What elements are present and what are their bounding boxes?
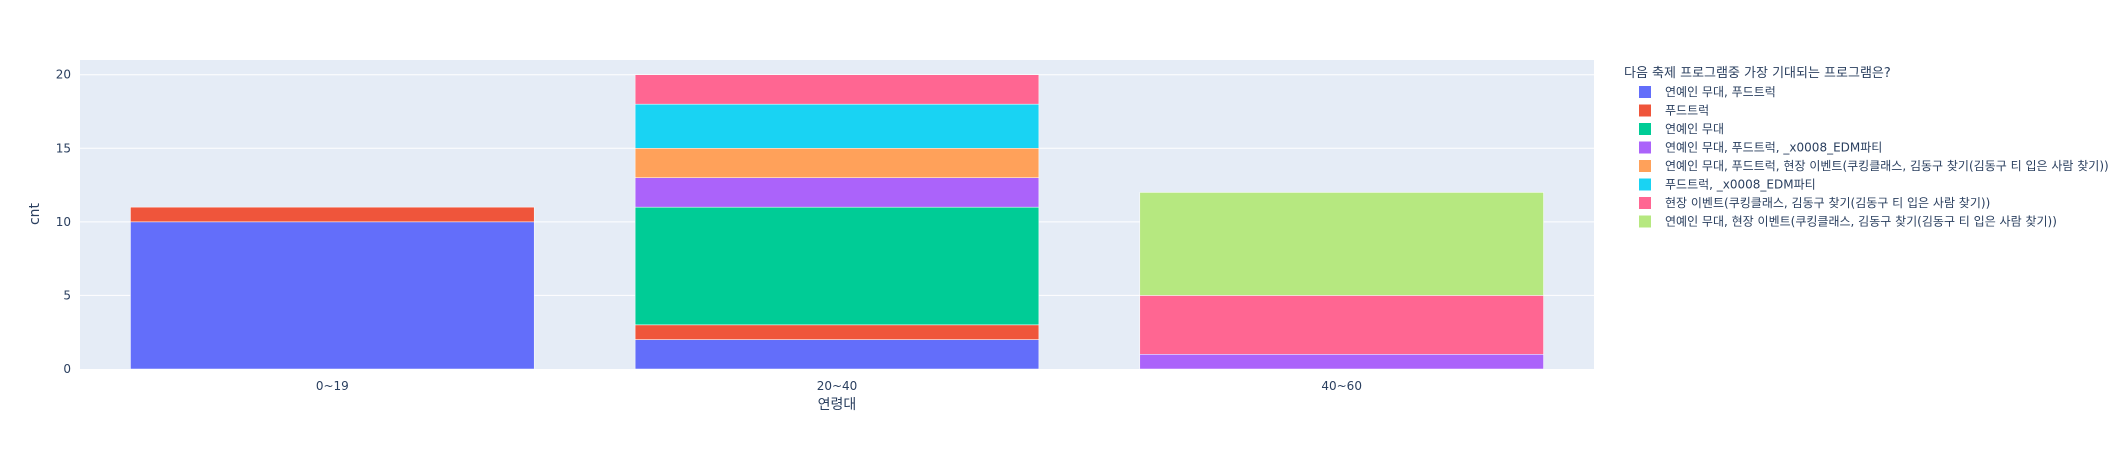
y-axis-title: cnt: [27, 202, 43, 225]
legend-item-label: 푸드트럭: [1665, 104, 1709, 118]
legend-swatch: [1639, 216, 1651, 228]
legend-swatch: [1639, 197, 1651, 209]
bar-segment: [635, 148, 1039, 177]
legend-swatch: [1639, 179, 1651, 191]
bar-segment: [130, 222, 534, 369]
legend-title: 다음 축제 프로그램중 가장 기대되는 프로그램은?: [1624, 66, 1891, 81]
legend-item-label: 연예인 무대, 푸드트럭, 현장 이벤트(쿠킹클래스, 김동구 찾기(김동구 티…: [1665, 159, 2109, 173]
legend-item-label: 연예인 무대: [1665, 122, 1724, 136]
x-tick-label: 40~60: [1321, 379, 1362, 393]
legend-item-label: 연예인 무대, 푸드트럭, _x0008_EDM파티: [1665, 141, 1882, 155]
bar-segment: [635, 104, 1039, 148]
legend-item-label: 연예인 무대, 푸드트럭: [1665, 85, 1776, 99]
y-tick-labels: 0 5 10 15 20: [56, 68, 71, 376]
bar-segment: [1140, 354, 1544, 369]
y-tick-label: 20: [56, 68, 71, 82]
x-tick-labels: 0~19 20~40 40~60: [316, 379, 1362, 393]
legend-swatch: [1639, 142, 1651, 154]
bar-segment: [635, 340, 1039, 369]
x-tick-label: 0~19: [316, 379, 349, 393]
bar-segment: [635, 75, 1039, 104]
y-tick-label: 5: [63, 288, 71, 302]
legend-swatch: [1639, 123, 1651, 135]
y-tick-label: 10: [56, 215, 71, 229]
bar-segment: [635, 178, 1039, 207]
legend-swatch: [1639, 105, 1651, 117]
x-axis-title: 연령대: [818, 397, 857, 413]
legend-item-label: 연예인 무대, 현장 이벤트(쿠킹클래스, 김동구 찾기(김동구 티 입은 사람…: [1665, 215, 2057, 229]
bar-segment: [130, 207, 534, 222]
legend-swatch: [1639, 160, 1651, 172]
bar-segment: [1140, 192, 1544, 295]
legend-item-label: 푸드트럭, _x0008_EDM파티: [1665, 178, 1816, 192]
legend-swatch: [1639, 86, 1651, 98]
x-tick-label: 20~40: [817, 379, 858, 393]
bar-segment: [635, 207, 1039, 325]
bar-segment: [635, 325, 1039, 340]
y-tick-label: 15: [56, 141, 71, 155]
bar-segment: [1140, 295, 1544, 354]
y-tick-label: 0: [63, 362, 71, 376]
legend-item-label: 현장 이벤트(쿠킹클래스, 김동구 찾기(김동구 티 입은 사람 찾기)): [1665, 196, 1990, 210]
